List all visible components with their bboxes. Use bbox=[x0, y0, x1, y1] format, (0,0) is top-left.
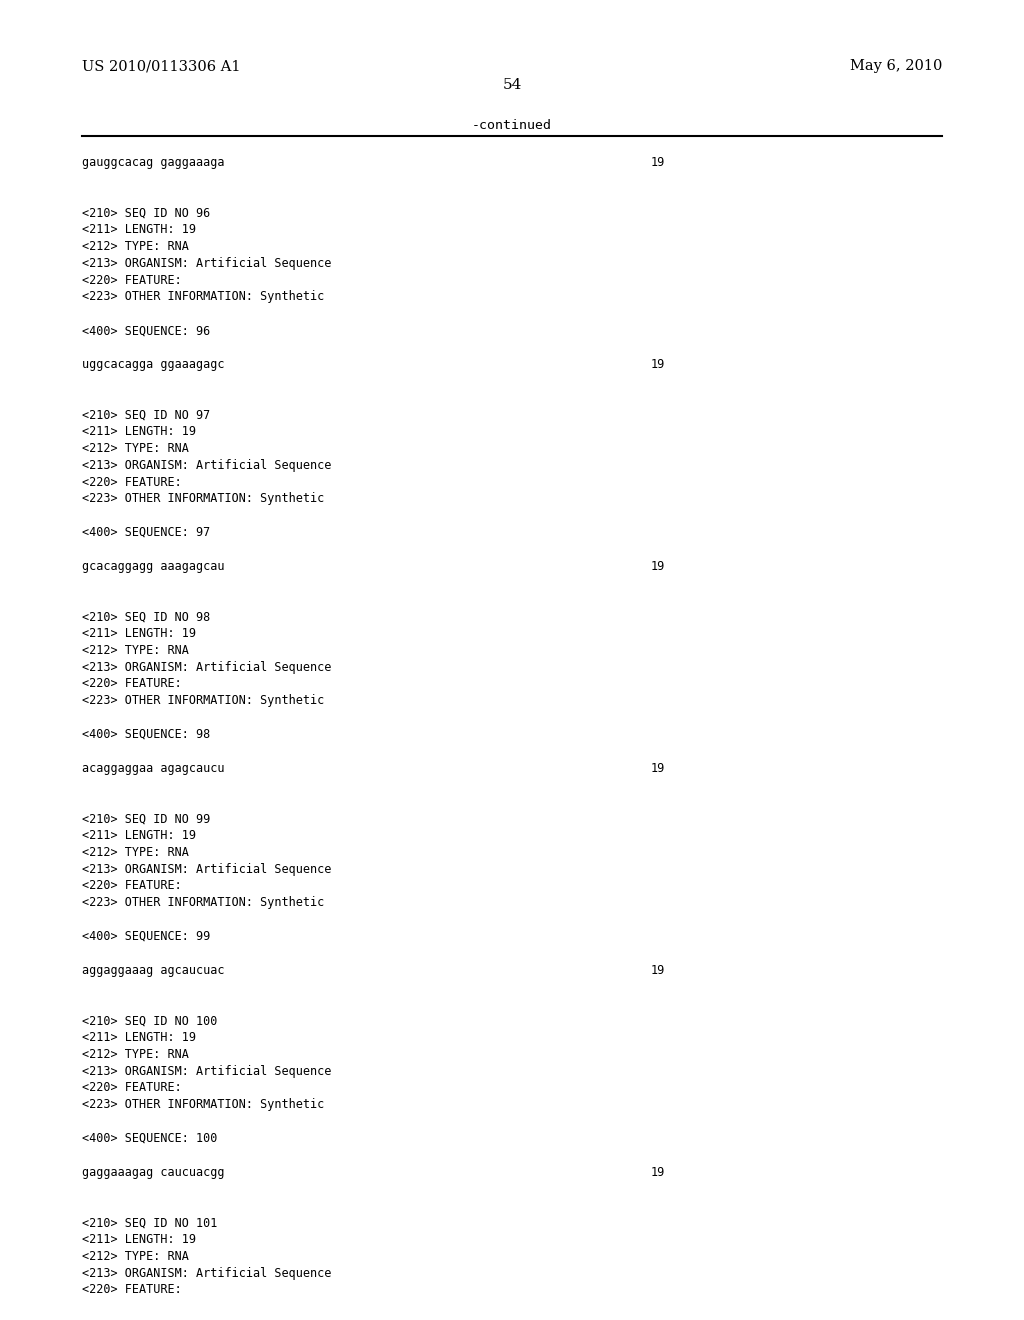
Text: <213> ORGANISM: Artificial Sequence: <213> ORGANISM: Artificial Sequence bbox=[82, 458, 332, 471]
Text: <211> LENGTH: 19: <211> LENGTH: 19 bbox=[82, 425, 196, 438]
Text: <400> SEQUENCE: 96: <400> SEQUENCE: 96 bbox=[82, 325, 210, 337]
Text: 19: 19 bbox=[650, 156, 665, 169]
Text: gaggaaagag caucuacgg: gaggaaagag caucuacgg bbox=[82, 1166, 224, 1179]
Text: <223> OTHER INFORMATION: Synthetic: <223> OTHER INFORMATION: Synthetic bbox=[82, 290, 325, 304]
Text: 19: 19 bbox=[650, 964, 665, 977]
Text: <210> SEQ ID NO 101: <210> SEQ ID NO 101 bbox=[82, 1216, 217, 1229]
Text: <213> ORGANISM: Artificial Sequence: <213> ORGANISM: Artificial Sequence bbox=[82, 660, 332, 673]
Text: <223> OTHER INFORMATION: Synthetic: <223> OTHER INFORMATION: Synthetic bbox=[82, 1098, 325, 1111]
Text: <211> LENGTH: 19: <211> LENGTH: 19 bbox=[82, 1031, 196, 1044]
Text: 54: 54 bbox=[503, 78, 521, 92]
Text: acaggaggaa agagcaucu: acaggaggaa agagcaucu bbox=[82, 762, 224, 775]
Text: <220> FEATURE:: <220> FEATURE: bbox=[82, 677, 181, 690]
Text: <212> TYPE: RNA: <212> TYPE: RNA bbox=[82, 240, 188, 253]
Text: uggcacagga ggaaagagc: uggcacagga ggaaagagc bbox=[82, 358, 224, 371]
Text: <210> SEQ ID NO 98: <210> SEQ ID NO 98 bbox=[82, 610, 210, 623]
Text: <220> FEATURE:: <220> FEATURE: bbox=[82, 273, 181, 286]
Text: <213> ORGANISM: Artificial Sequence: <213> ORGANISM: Artificial Sequence bbox=[82, 1266, 332, 1279]
Text: <210> SEQ ID NO 97: <210> SEQ ID NO 97 bbox=[82, 408, 210, 421]
Text: 19: 19 bbox=[650, 762, 665, 775]
Text: <210> SEQ ID NO 100: <210> SEQ ID NO 100 bbox=[82, 1014, 217, 1027]
Text: <212> TYPE: RNA: <212> TYPE: RNA bbox=[82, 1048, 188, 1061]
Text: gauggcacag gaggaaaga: gauggcacag gaggaaaga bbox=[82, 156, 224, 169]
Text: <210> SEQ ID NO 96: <210> SEQ ID NO 96 bbox=[82, 206, 210, 219]
Text: <212> TYPE: RNA: <212> TYPE: RNA bbox=[82, 644, 188, 657]
Text: -continued: -continued bbox=[472, 119, 552, 132]
Text: <220> FEATURE:: <220> FEATURE: bbox=[82, 879, 181, 892]
Text: <213> ORGANISM: Artificial Sequence: <213> ORGANISM: Artificial Sequence bbox=[82, 256, 332, 269]
Text: <223> OTHER INFORMATION: Synthetic: <223> OTHER INFORMATION: Synthetic bbox=[82, 694, 325, 708]
Text: <213> ORGANISM: Artificial Sequence: <213> ORGANISM: Artificial Sequence bbox=[82, 1064, 332, 1077]
Text: US 2010/0113306 A1: US 2010/0113306 A1 bbox=[82, 59, 241, 74]
Text: <211> LENGTH: 19: <211> LENGTH: 19 bbox=[82, 223, 196, 236]
Text: 19: 19 bbox=[650, 560, 665, 573]
Text: <210> SEQ ID NO 99: <210> SEQ ID NO 99 bbox=[82, 812, 210, 825]
Text: <212> TYPE: RNA: <212> TYPE: RNA bbox=[82, 1250, 188, 1263]
Text: 19: 19 bbox=[650, 1166, 665, 1179]
Text: <211> LENGTH: 19: <211> LENGTH: 19 bbox=[82, 1233, 196, 1246]
Text: <220> FEATURE:: <220> FEATURE: bbox=[82, 1283, 181, 1296]
Text: <220> FEATURE:: <220> FEATURE: bbox=[82, 475, 181, 488]
Text: aggaggaaag agcaucuac: aggaggaaag agcaucuac bbox=[82, 964, 224, 977]
Text: <400> SEQUENCE: 99: <400> SEQUENCE: 99 bbox=[82, 929, 210, 942]
Text: May 6, 2010: May 6, 2010 bbox=[850, 59, 942, 74]
Text: <211> LENGTH: 19: <211> LENGTH: 19 bbox=[82, 627, 196, 640]
Text: <223> OTHER INFORMATION: Synthetic: <223> OTHER INFORMATION: Synthetic bbox=[82, 492, 325, 506]
Text: <212> TYPE: RNA: <212> TYPE: RNA bbox=[82, 442, 188, 455]
Text: <400> SEQUENCE: 98: <400> SEQUENCE: 98 bbox=[82, 729, 210, 741]
Text: <211> LENGTH: 19: <211> LENGTH: 19 bbox=[82, 829, 196, 842]
Text: <213> ORGANISM: Artificial Sequence: <213> ORGANISM: Artificial Sequence bbox=[82, 863, 332, 875]
Text: <223> OTHER INFORMATION: Synthetic: <223> OTHER INFORMATION: Synthetic bbox=[82, 896, 325, 909]
Text: <212> TYPE: RNA: <212> TYPE: RNA bbox=[82, 846, 188, 859]
Text: <400> SEQUENCE: 100: <400> SEQUENCE: 100 bbox=[82, 1131, 217, 1144]
Text: <220> FEATURE:: <220> FEATURE: bbox=[82, 1081, 181, 1094]
Text: <400> SEQUENCE: 97: <400> SEQUENCE: 97 bbox=[82, 525, 210, 539]
Text: gcacaggagg aaagagcau: gcacaggagg aaagagcau bbox=[82, 560, 224, 573]
Text: 19: 19 bbox=[650, 358, 665, 371]
